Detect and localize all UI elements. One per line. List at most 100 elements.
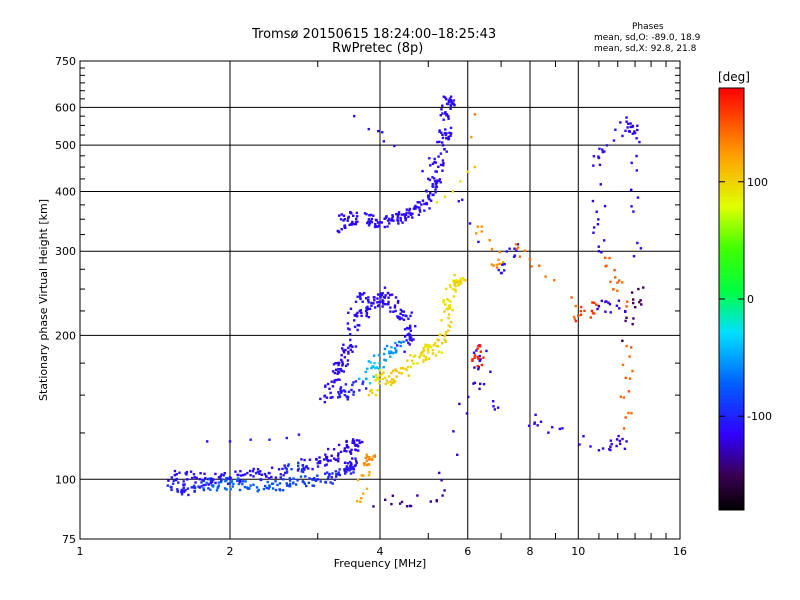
data-point bbox=[408, 209, 411, 212]
data-point bbox=[443, 310, 446, 313]
data-point bbox=[476, 365, 479, 368]
data-point bbox=[297, 467, 300, 471]
data-point bbox=[336, 396, 340, 399]
data-point bbox=[207, 487, 210, 490]
data-point bbox=[497, 268, 501, 272]
data-point bbox=[349, 344, 353, 347]
data-point bbox=[314, 479, 318, 483]
data-point bbox=[459, 282, 462, 285]
data-point bbox=[617, 434, 620, 438]
data-point bbox=[418, 356, 421, 359]
data-point bbox=[443, 148, 446, 151]
data-point bbox=[451, 190, 455, 193]
data-point bbox=[453, 273, 456, 277]
data-point bbox=[523, 249, 527, 252]
data-point bbox=[308, 458, 312, 461]
data-point bbox=[449, 132, 453, 135]
data-point bbox=[352, 471, 355, 474]
data-point bbox=[338, 393, 341, 396]
data-point bbox=[447, 313, 451, 316]
data-point bbox=[342, 389, 346, 392]
data-point bbox=[294, 483, 298, 486]
data-point bbox=[383, 302, 387, 306]
data-point bbox=[343, 226, 347, 230]
data-point bbox=[372, 455, 375, 458]
data-point bbox=[434, 191, 437, 194]
data-point bbox=[496, 406, 500, 409]
data-point bbox=[209, 481, 213, 485]
data-point bbox=[440, 479, 443, 482]
data-point bbox=[574, 304, 577, 308]
data-point bbox=[441, 104, 444, 107]
data-point bbox=[362, 492, 365, 495]
data-point bbox=[630, 291, 634, 294]
data-point bbox=[479, 350, 483, 353]
data-point bbox=[505, 250, 509, 253]
data-point bbox=[477, 357, 480, 360]
data-point bbox=[352, 319, 356, 322]
data-point bbox=[440, 319, 443, 322]
data-point bbox=[433, 157, 436, 161]
data-point bbox=[445, 150, 448, 153]
scatter-points bbox=[166, 95, 645, 508]
data-point bbox=[391, 215, 395, 218]
data-point bbox=[438, 333, 441, 337]
data-point bbox=[389, 380, 392, 383]
data-point bbox=[384, 216, 388, 219]
data-point bbox=[362, 291, 366, 295]
data-point bbox=[352, 393, 355, 396]
data-point bbox=[426, 344, 430, 347]
data-point bbox=[621, 437, 624, 441]
data-point bbox=[347, 346, 350, 350]
data-point bbox=[344, 364, 348, 368]
data-point bbox=[387, 302, 390, 306]
data-point bbox=[384, 382, 388, 386]
data-point bbox=[388, 293, 392, 297]
data-point bbox=[333, 478, 337, 481]
data-point bbox=[449, 95, 453, 98]
data-point bbox=[400, 500, 404, 504]
data-point bbox=[219, 478, 223, 482]
data-point bbox=[351, 383, 354, 387]
data-point bbox=[322, 458, 326, 461]
data-point bbox=[513, 247, 516, 250]
data-point bbox=[503, 269, 506, 272]
data-point bbox=[618, 439, 622, 443]
data-point bbox=[358, 439, 361, 442]
data-point bbox=[444, 303, 447, 306]
data-point bbox=[436, 140, 439, 144]
data-point bbox=[231, 485, 234, 488]
data-point bbox=[341, 347, 344, 350]
data-point bbox=[635, 154, 638, 158]
data-point bbox=[351, 466, 355, 469]
data-point bbox=[539, 420, 543, 423]
data-point bbox=[603, 204, 607, 208]
data-point bbox=[383, 376, 387, 380]
data-point bbox=[405, 505, 409, 508]
data-point bbox=[429, 164, 432, 167]
data-point bbox=[296, 461, 300, 465]
data-point bbox=[316, 462, 319, 465]
data-point bbox=[448, 307, 452, 310]
data-point bbox=[368, 455, 371, 459]
y-tick-label: 100 bbox=[55, 473, 76, 486]
data-point bbox=[410, 311, 413, 314]
data-point bbox=[477, 367, 480, 371]
data-point bbox=[625, 120, 628, 123]
data-point bbox=[334, 378, 338, 382]
data-point bbox=[638, 140, 641, 144]
data-point bbox=[282, 474, 285, 477]
data-point bbox=[439, 152, 443, 155]
y-axis-label: Stationary phase Virtual Height [km] bbox=[37, 199, 50, 401]
y-tick-label: 500 bbox=[55, 139, 76, 152]
data-point bbox=[637, 287, 640, 291]
data-point bbox=[341, 362, 345, 366]
data-point bbox=[418, 208, 421, 212]
data-point bbox=[591, 311, 595, 315]
data-point bbox=[365, 314, 368, 318]
data-point bbox=[397, 222, 400, 225]
data-point bbox=[447, 99, 451, 102]
data-point bbox=[500, 271, 503, 275]
data-point bbox=[347, 215, 350, 219]
data-point bbox=[351, 350, 354, 353]
